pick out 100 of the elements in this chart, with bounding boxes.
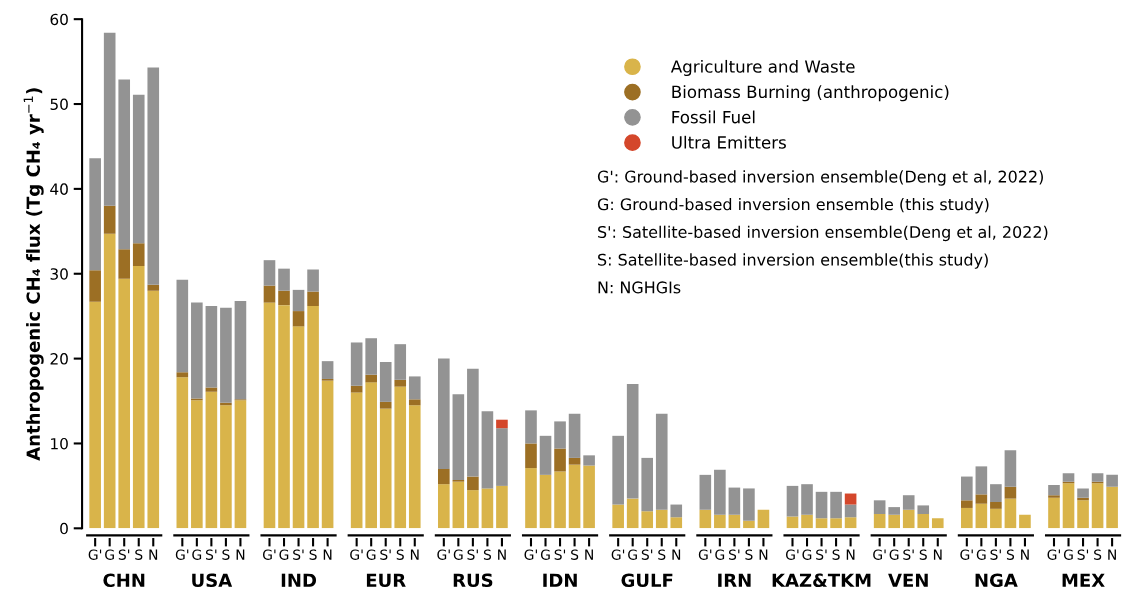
x-tick-label: G' (524, 549, 537, 560)
bar (191, 302, 203, 399)
bar (394, 344, 407, 380)
x-tick-label: S' (1077, 549, 1089, 560)
bar (467, 490, 479, 529)
x-tick-label: N (498, 549, 506, 560)
bar (176, 279, 189, 373)
bar (118, 278, 131, 529)
bar (234, 400, 247, 529)
bar (786, 485, 799, 517)
bar (481, 488, 494, 529)
x-tick-label: S' (205, 549, 217, 560)
bar (1077, 500, 1089, 529)
bar (205, 387, 218, 392)
bar (278, 305, 290, 529)
bar (1077, 488, 1089, 498)
x-tick-label: N (236, 549, 245, 560)
bar (961, 507, 973, 529)
x-tick-label: N (585, 549, 593, 560)
bar (1106, 486, 1118, 529)
x-tick-label: G (366, 549, 376, 560)
x-tick-label: S (832, 549, 840, 560)
y-tick-label: 10 (51, 437, 68, 450)
x-tick-label: G (192, 549, 202, 560)
text: GULF (621, 573, 673, 588)
bar (321, 361, 334, 379)
bar (902, 495, 915, 510)
bar (975, 503, 988, 529)
bar (641, 511, 654, 529)
bar (1048, 485, 1060, 496)
bar (118, 79, 131, 250)
bar (292, 289, 305, 312)
x-tick-label: G' (1047, 549, 1060, 560)
x-tick-label: S' (641, 549, 653, 560)
y-tick-label: 0 (60, 522, 68, 535)
bar (205, 391, 218, 529)
x-tick-label: G (802, 549, 812, 560)
x-tick-label: G (540, 549, 550, 560)
annotation: G: Ground-based inversion ensemble (this study) (597, 197, 989, 214)
bar (89, 301, 101, 529)
bar (990, 508, 1002, 529)
bar (757, 509, 770, 529)
x-tick-label: G' (960, 549, 973, 560)
bar (626, 498, 639, 529)
x-tick-label: S' (990, 549, 1001, 560)
bar (1048, 495, 1060, 498)
bar (321, 380, 334, 529)
bar (975, 494, 988, 504)
bar (103, 233, 116, 529)
bar (481, 411, 494, 489)
bar (307, 305, 319, 529)
x-tick-label: G (279, 549, 289, 560)
x-tick-label: G (453, 549, 463, 560)
bar (350, 385, 363, 393)
bar (917, 505, 930, 514)
bar (452, 481, 465, 529)
bar (873, 513, 886, 529)
bar (1004, 498, 1017, 529)
bar (931, 518, 944, 529)
x-tick-label: G (889, 549, 899, 560)
bar (655, 509, 668, 529)
bar (350, 342, 363, 386)
x-tick-label: G (976, 549, 986, 560)
x-tick-label: S (1006, 549, 1015, 560)
annotation: S': Satellite-based inversion ensemble(Deng et al, 2022) (598, 225, 1048, 242)
bar (365, 374, 377, 383)
text: MEX (1062, 573, 1105, 587)
bar (554, 471, 566, 529)
legend-label: Biomass Burning (anthropogenic) (672, 85, 949, 102)
bar (438, 484, 450, 529)
bar (990, 502, 1002, 509)
bar (1062, 473, 1075, 482)
y-tick-label: 60 (50, 13, 68, 26)
y-tick-label: 40 (50, 183, 68, 195)
x-tick-label: N (759, 549, 768, 560)
bar (626, 384, 639, 499)
text: IDN (543, 573, 577, 587)
bar (263, 285, 276, 303)
bar (743, 488, 755, 521)
bar (844, 493, 857, 505)
x-tick-label: N (323, 549, 332, 560)
bar (568, 413, 581, 458)
bar (902, 509, 915, 529)
x-tick-label: S' (554, 549, 566, 560)
bar (975, 466, 988, 495)
bar (394, 379, 407, 387)
x-tick-label: G (628, 549, 637, 560)
x-tick-label: N (846, 549, 855, 560)
bar (467, 368, 479, 477)
bar (786, 516, 799, 529)
x-tick-label: S' (380, 549, 391, 560)
x-tick-label: S (1094, 549, 1102, 560)
bar (1048, 497, 1060, 529)
x-tick-label: S (745, 549, 753, 560)
x-tick-label: S (396, 549, 404, 560)
bar (379, 408, 392, 529)
bar (641, 457, 654, 512)
bar (365, 382, 377, 529)
bar (583, 465, 595, 529)
x-tick-label: G' (262, 549, 276, 560)
